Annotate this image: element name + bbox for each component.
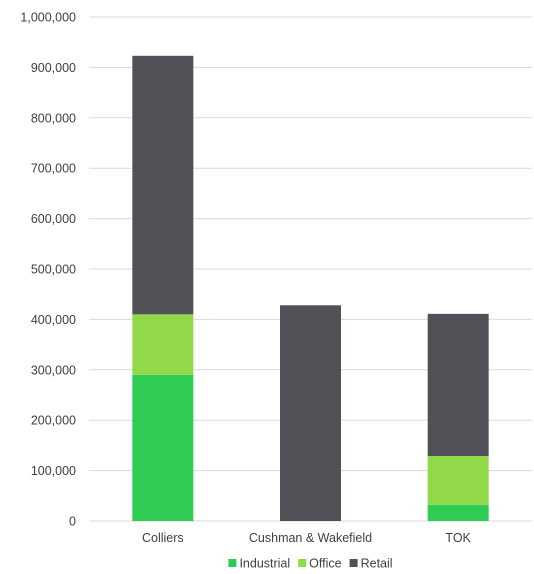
bar-retail-3 [427, 313, 489, 456]
x-category-label: Cushman & Wakefield [249, 531, 372, 545]
bar-industrial-3 [427, 504, 489, 521]
y-tick-label: 200,000 [31, 414, 76, 428]
bar-office-1 [132, 314, 194, 375]
bar-retail-2 [280, 305, 341, 521]
y-tick-label: 0 [69, 515, 76, 529]
y-tick-label: 800,000 [31, 111, 76, 125]
y-tick-label: 700,000 [31, 162, 76, 176]
legend-label-retail: Retail [361, 557, 393, 571]
x-axis-category-labels: Colliers Cushman & Wakefield TOK [142, 531, 472, 545]
bar-retail-1 [132, 55, 194, 315]
bar-industrial-1 [132, 374, 194, 521]
y-tick-label: 900,000 [31, 61, 76, 75]
legend-label-office: Office [309, 557, 341, 571]
y-tick-label: 400,000 [31, 313, 76, 327]
y-tick-label: 600,000 [31, 212, 76, 226]
y-axis-tick-labels: 0 100,000 200,000 300,000 400,000 500,000 600,… [20, 11, 76, 529]
bar-office-3 [427, 455, 489, 505]
legend-swatch-office [298, 559, 307, 567]
legend-label-industrial: Industrial [239, 557, 290, 571]
y-tick-label: 500,000 [31, 263, 76, 277]
y-tick-label: 1,000,000 [20, 11, 76, 25]
x-category-label: TOK [445, 531, 471, 545]
y-tick-label: 300,000 [31, 363, 76, 377]
legend-swatch-retail [349, 559, 358, 567]
y-tick-label: 100,000 [31, 464, 76, 478]
bars [132, 55, 489, 521]
legend: Industrial Office Retail [228, 557, 393, 571]
x-category-label: Colliers [142, 531, 184, 545]
legend-swatch-industrial [228, 559, 237, 567]
